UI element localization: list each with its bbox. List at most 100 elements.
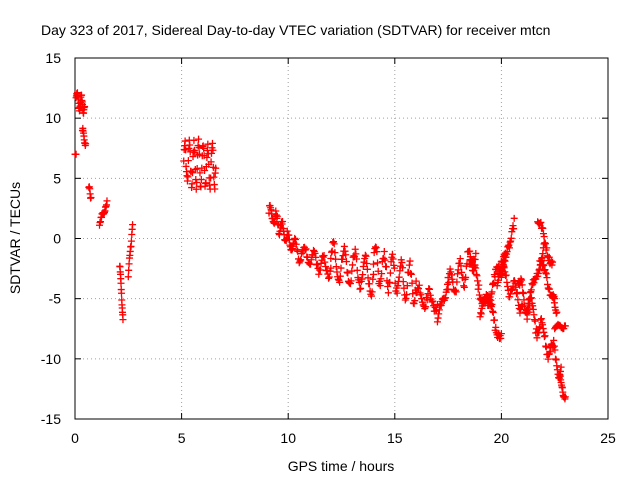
- data-point: [297, 250, 305, 258]
- data-point: [521, 302, 529, 310]
- data-point: [399, 264, 407, 272]
- data-point: [353, 255, 361, 263]
- y-tick-label: 10: [45, 110, 61, 126]
- data-point: [333, 268, 341, 276]
- data-point: [210, 173, 218, 181]
- data-point: [317, 259, 325, 267]
- data-point: [363, 265, 371, 273]
- data-point: [343, 268, 351, 276]
- data-point: [474, 277, 482, 285]
- data-point: [454, 270, 462, 278]
- data-point: [292, 240, 300, 248]
- data-point: [407, 270, 415, 278]
- data-point: [456, 255, 464, 263]
- data-point: [542, 343, 550, 351]
- data-point: [201, 167, 209, 175]
- data-point: [212, 164, 220, 172]
- data-point: [406, 257, 414, 265]
- data-point: [125, 266, 133, 274]
- data-point: [514, 296, 522, 304]
- data-point: [323, 266, 331, 274]
- data-point: [307, 256, 315, 264]
- data-point: [452, 288, 460, 296]
- data-point: [475, 281, 483, 289]
- data-point: [325, 273, 333, 281]
- data-point: [117, 279, 125, 287]
- data-point: [489, 309, 497, 317]
- data-point: [344, 269, 352, 277]
- data-point: [316, 266, 324, 274]
- data-point: [415, 281, 423, 289]
- data-point: [561, 322, 569, 330]
- y-tick-label: -15: [41, 411, 61, 427]
- data-point: [209, 146, 217, 154]
- data-point: [389, 255, 397, 263]
- data-point: [188, 180, 196, 188]
- data-point: [208, 139, 216, 147]
- data-point: [200, 144, 208, 152]
- data-point: [295, 259, 303, 267]
- data-point: [429, 297, 437, 305]
- data-point: [273, 212, 281, 220]
- data-point: [315, 270, 323, 278]
- data-point: [336, 278, 344, 286]
- data-point: [358, 275, 366, 283]
- data-point: [81, 103, 89, 111]
- data-point: [87, 194, 95, 202]
- data-point: [401, 296, 409, 304]
- data-point: [540, 233, 548, 241]
- x-tick-label: 25: [600, 430, 616, 446]
- data-point: [296, 257, 304, 265]
- data-point: [307, 260, 315, 268]
- data-point: [327, 264, 335, 272]
- data-point: [82, 140, 90, 148]
- data-point: [501, 268, 509, 276]
- data-point: [561, 393, 569, 401]
- data-point: [377, 275, 385, 283]
- data-point: [380, 247, 388, 255]
- data-point: [403, 282, 411, 290]
- data-point: [500, 264, 508, 272]
- data-point: [380, 254, 388, 262]
- data-point: [310, 246, 318, 254]
- data-point: [507, 234, 515, 242]
- y-tick-label: 5: [53, 170, 61, 186]
- x-tick-label: 20: [494, 430, 510, 446]
- data-point: [356, 285, 364, 293]
- data-point: [488, 288, 496, 296]
- data-point: [342, 258, 350, 266]
- data-point: [453, 278, 461, 286]
- data-point: [557, 363, 565, 371]
- data-point: [405, 261, 413, 269]
- data-point: [294, 247, 302, 255]
- data-point: [362, 252, 370, 260]
- data-point: [302, 245, 310, 253]
- data-point: [390, 264, 398, 272]
- data-point: [388, 250, 396, 258]
- data-point: [361, 251, 369, 259]
- data-point: [549, 258, 557, 266]
- data-point: [417, 291, 425, 299]
- data-point: [552, 356, 560, 364]
- data-point: [367, 292, 375, 300]
- data-point: [508, 286, 516, 294]
- data-point: [460, 282, 468, 290]
- data-point: [320, 252, 328, 260]
- data-point: [182, 146, 190, 154]
- x-axis-label: GPS time / hours: [288, 458, 395, 474]
- data-point: [466, 247, 474, 255]
- data-point: [374, 259, 382, 267]
- data-point: [447, 271, 455, 279]
- x-tick-label: 15: [387, 430, 403, 446]
- data-point: [330, 240, 338, 248]
- data-point: [472, 264, 480, 272]
- data-point: [422, 303, 430, 311]
- data-point: [460, 283, 468, 291]
- data-point: [418, 295, 426, 303]
- data-point: [363, 259, 371, 267]
- data-point: [384, 289, 392, 297]
- data-point: [197, 176, 205, 184]
- data-point: [348, 267, 356, 275]
- data-point: [187, 168, 195, 176]
- data-point: [288, 245, 296, 253]
